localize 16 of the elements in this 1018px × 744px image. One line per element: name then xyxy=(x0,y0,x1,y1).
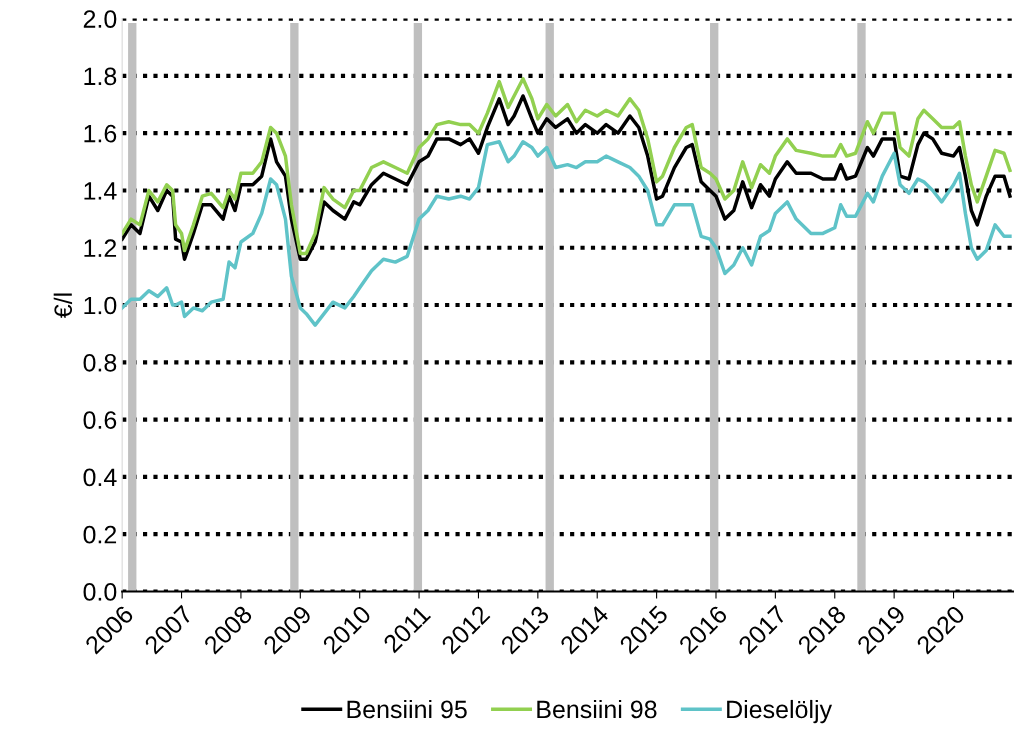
y-tick-label: 1.6 xyxy=(84,124,117,143)
y-tick-label: 0.0 xyxy=(83,583,117,601)
y-tick-label: 0.8 xyxy=(83,353,117,372)
line-series xyxy=(122,140,1012,327)
y-tick-label: 1.0 xyxy=(84,296,117,315)
y-tick-label: 1.4 xyxy=(84,182,117,200)
legend-label: Dieselöljy xyxy=(727,699,833,724)
y-tick-label: 1.8 xyxy=(84,67,117,86)
y-tick-label: 0.4 xyxy=(83,468,117,487)
legend-label: Bensiini 95 xyxy=(347,699,467,719)
y-tick-label: 0.6 xyxy=(83,411,117,429)
y-axis-title: €/l xyxy=(53,293,73,319)
y-tick-label: 1.2 xyxy=(84,239,117,257)
y-tick-label: 0.2 xyxy=(83,525,117,544)
y-tick-label: 2.0 xyxy=(83,10,117,28)
legend-label: Bensiini 98 xyxy=(537,699,657,719)
